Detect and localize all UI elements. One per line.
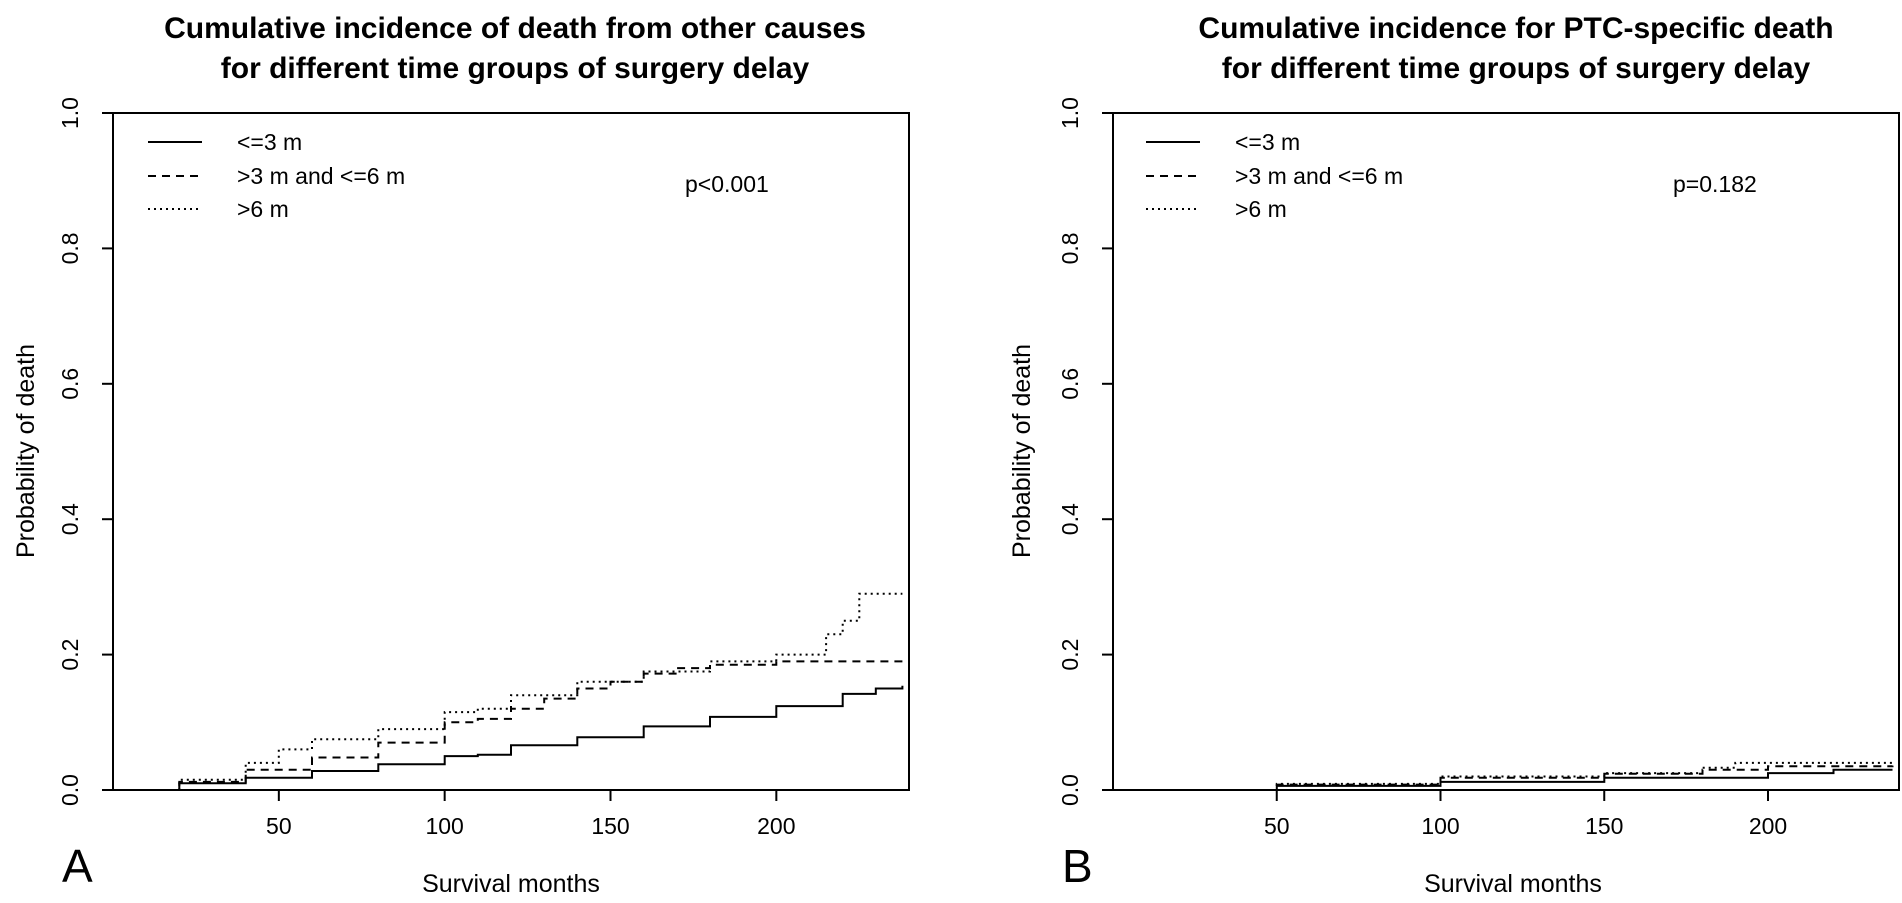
- panel-b-plot-frame: [1112, 112, 1900, 791]
- panel-a-y-axis-label: Probability of death: [12, 344, 40, 558]
- panel-b-x-tick-label-100: 100: [1421, 813, 1459, 839]
- panel-a-p-value: p<0.001: [685, 171, 769, 197]
- panel-a-title-line1: Cumulative incidence of death from other…: [164, 12, 866, 45]
- panel-b-y-tick-label-5: 1.0: [1057, 97, 1083, 129]
- panel-b-x-tick-label-150: 150: [1585, 813, 1623, 839]
- panel-a-series: [113, 592, 904, 791]
- panel-b-legend-label-1: <=3 m: [1235, 129, 1300, 155]
- panel-b-title-line1: Cumulative incidence for PTC-specific de…: [1198, 12, 1833, 45]
- panel-b-legend: <=3 m >3 m and <=6 m >6 m: [1146, 129, 1403, 222]
- panel-a-x-axis-label: Survival months: [422, 870, 600, 898]
- panel-b-y-axis-label: Probability of death: [1008, 344, 1036, 558]
- panel-a-x-tick-label-100: 100: [425, 813, 463, 839]
- panel-a-y-tick-label-4: 0.8: [57, 232, 83, 264]
- panel-a-series-solid-line: [113, 685, 904, 791]
- panel-b-series-dashed-line: [1113, 765, 1894, 791]
- panel-b-y-tick-label-1: 0.2: [1057, 639, 1083, 671]
- panel-a-y-tick-label-1: 0.2: [57, 639, 83, 671]
- panel-b-y-tick-label-0: 0.0: [1057, 774, 1083, 806]
- panel-b-p-value: p=0.182: [1673, 171, 1757, 197]
- panel-b-x-tick-label-50: 50: [1264, 813, 1290, 839]
- panel-b-title-line2: for different time groups of surgery del…: [1222, 52, 1811, 85]
- panel-a-series-dotted-line: [113, 592, 903, 791]
- panel-b-series-dotted-line: [1113, 761, 1893, 791]
- panel-a-y-tick-label-2: 0.4: [57, 503, 83, 535]
- panel-b-ticks: 50 100 150 200 0.0 0.2 0.4 0.6 0.8 1.0: [1057, 97, 1787, 839]
- panel-b-y-tick-label-3: 0.6: [1057, 368, 1083, 400]
- panel-a-x-tick-label-200: 200: [757, 813, 795, 839]
- panel-a-y-tick-label-0: 0.0: [57, 774, 83, 806]
- panel-a-y-tick-label-3: 0.6: [57, 368, 83, 400]
- panel-b-series: [1113, 761, 1894, 791]
- panel-b-legend-label-2: >3 m and <=6 m: [1235, 163, 1403, 189]
- panel-a: Cumulative incidence of death from other…: [12, 12, 910, 898]
- panel-b-x-tick-label-200: 200: [1749, 813, 1787, 839]
- panel-a-legend-label-3: >6 m: [237, 196, 289, 222]
- panel-b: Cumulative incidence for PTC-specific de…: [1008, 12, 1900, 898]
- panel-b-y-tick-label-4: 0.8: [1057, 232, 1083, 264]
- panel-b-x-axis-label: Survival months: [1424, 870, 1602, 898]
- panel-a-letter: A: [62, 840, 93, 892]
- panel-b-letter: B: [1062, 840, 1093, 892]
- panel-a-plot-frame: [112, 112, 910, 791]
- panel-a-legend-label-2: >3 m and <=6 m: [237, 163, 405, 189]
- panel-b-y-tick-label-2: 0.4: [1057, 503, 1083, 535]
- panel-a-x-tick-label-150: 150: [591, 813, 629, 839]
- panel-a-legend-label-1: <=3 m: [237, 129, 302, 155]
- panel-a-legend: <=3 m >3 m and <=6 m >6 m: [148, 129, 405, 222]
- panel-b-legend-label-3: >6 m: [1235, 196, 1287, 222]
- panel-a-title-line2: for different time groups of surgery del…: [221, 52, 810, 85]
- panel-a-x-tick-label-50: 50: [266, 813, 292, 839]
- panel-a-y-tick-label-5: 1.0: [57, 97, 83, 129]
- panel-a-series-dashed-line: [113, 660, 903, 791]
- panel-b-series-solid-line: [1113, 768, 1893, 791]
- panel-a-ticks: 50 100 150 200 0.0 0.2 0.4 0.6 0.8 1.0: [57, 97, 796, 839]
